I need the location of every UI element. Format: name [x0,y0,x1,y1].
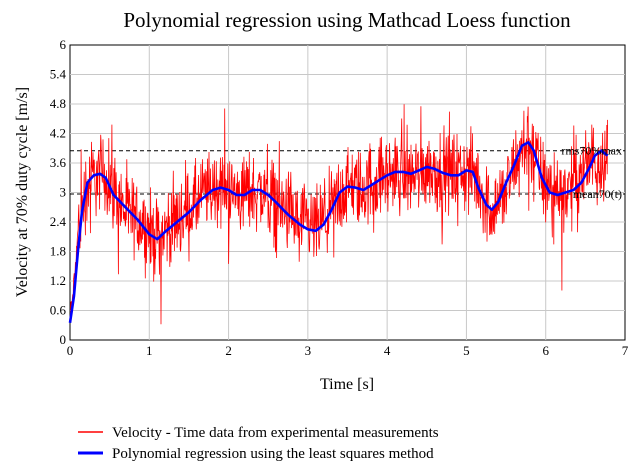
x-tick-label: 5 [463,343,470,358]
x-tick-label: 7 [622,343,629,358]
legend-label-measurements: Velocity - Time data from experimental m… [112,425,439,441]
legend: Velocity - Time data from experimental m… [78,425,439,462]
y-tick-label: 4.8 [50,96,66,111]
x-tick-label: 6 [542,343,549,358]
y-tick-label: 2.4 [50,214,67,229]
reference-line-label: mean70(t) [573,187,622,201]
y-tick-label: 4.2 [50,126,66,141]
y-tick-label: 0 [60,332,67,347]
y-tick-label: 3.6 [50,155,67,170]
x-tick-label: 3 [305,343,312,358]
plot-area: rms70%max mean70(t) [68,44,626,341]
x-tick-label: 0 [67,343,74,358]
y-axis-label: Velocity at 70% duty cycle [m/s] [14,87,31,297]
measurement-line [69,104,608,325]
x-axis-label: Time [s] [320,376,374,393]
y-tick-label: 1.2 [50,273,66,288]
grid-layer [70,45,625,340]
annotation-layer: rms70%max mean70(t) [561,144,622,201]
y-tick-label: 1.8 [50,244,66,259]
data-layer [68,104,609,325]
y-tick-label: 6 [60,37,67,52]
chart-title: Polynomial regression using Mathcad Loes… [123,8,571,32]
legend-label-regression: Polynomial regression using the least sq… [112,446,434,462]
y-tick-label: 0.6 [50,303,67,318]
regression-line [68,141,609,323]
x-tick-label: 1 [146,343,153,358]
y-tick-labels: 0 0.6 1.2 1.8 2.4 3 3.6 4.2 4.8 5.4 6 [50,37,67,347]
x-tick-label: 2 [225,343,232,358]
y-tick-label: 3 [60,185,67,200]
x-tick-labels: 0 1 2 3 4 5 6 7 [67,343,629,358]
reference-line-label: rms70%max [561,144,622,158]
x-tick-label: 4 [384,343,391,358]
y-tick-label: 5.4 [50,67,67,82]
